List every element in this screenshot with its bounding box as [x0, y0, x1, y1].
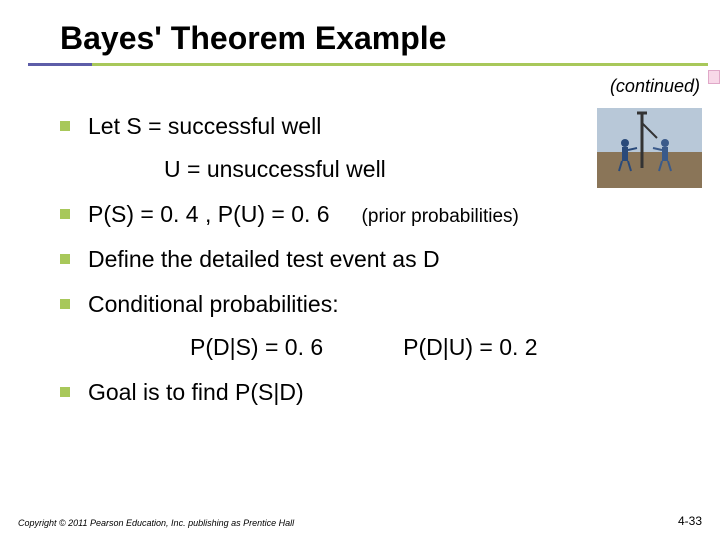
- copyright-text: Copyright © 2011 Pearson Education, Inc.…: [18, 518, 294, 528]
- bullet-item: Goal is to find P(S|D): [60, 377, 680, 408]
- bullet-item: Conditional probabilities:: [60, 289, 680, 320]
- bullet-item: Let S = successful well: [60, 111, 680, 142]
- cond-prob-right: P(D|U) = 0. 2: [403, 334, 537, 361]
- bullet-text: P(S) = 0. 4 , P(U) = 0. 6 (prior probabi…: [88, 199, 519, 230]
- page-number: 4-33: [678, 514, 702, 528]
- bullet-icon: [60, 299, 70, 309]
- continued-label: (continued): [0, 76, 720, 97]
- bullet-text: Let S = successful well: [88, 111, 321, 142]
- underline-accent-purple: [28, 63, 92, 66]
- slide: Bayes' Theorem Example (continued): [0, 0, 720, 540]
- decor-box: [708, 70, 720, 84]
- prior-prob-note: (prior probabilities): [362, 206, 519, 227]
- cond-prob-left: P(D|S) = 0. 6: [190, 334, 323, 361]
- slide-title: Bayes' Theorem Example: [0, 0, 720, 63]
- bullet-text: Define the detailed test event as D: [88, 244, 440, 275]
- bullet-text: Goal is to find P(S|D): [88, 377, 304, 408]
- bullet-item: P(S) = 0. 4 , P(U) = 0. 6 (prior probabi…: [60, 199, 680, 230]
- bullet-text: Conditional probabilities:: [88, 289, 339, 320]
- underline-accent-green: [92, 63, 708, 66]
- conditional-prob-row: P(D|S) = 0. 6 P(D|U) = 0. 2: [190, 334, 680, 361]
- bullet-icon: [60, 121, 70, 131]
- bullet-icon: [60, 254, 70, 264]
- bullet-icon: [60, 209, 70, 219]
- bullet-item: Define the detailed test event as D: [60, 244, 680, 275]
- prior-prob-text: P(S) = 0. 4 , P(U) = 0. 6: [88, 201, 330, 227]
- title-underline: [28, 63, 708, 66]
- oil-well-workers-image: [597, 108, 702, 188]
- bullet-icon: [60, 387, 70, 397]
